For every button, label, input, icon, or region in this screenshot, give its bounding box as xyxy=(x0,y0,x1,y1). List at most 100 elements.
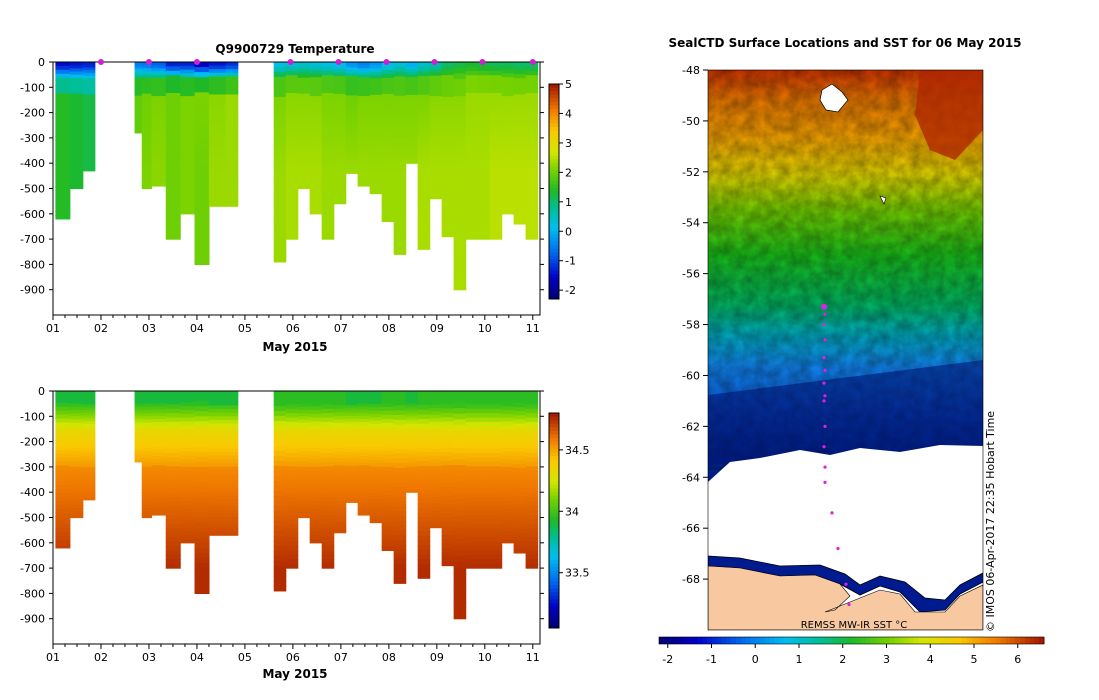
data-cell xyxy=(297,115,311,120)
surface-marker xyxy=(431,59,438,65)
data-cell xyxy=(55,187,71,193)
data-cell xyxy=(69,508,84,512)
data-cell xyxy=(309,137,323,143)
data-cell xyxy=(69,122,84,126)
data-cell xyxy=(55,183,71,189)
data-cell xyxy=(69,501,84,506)
data-cell xyxy=(369,496,383,501)
data-cell xyxy=(525,234,539,240)
colorbar-segment xyxy=(549,602,559,607)
data-cell xyxy=(55,473,71,478)
data-cell xyxy=(273,505,287,512)
data-cell xyxy=(134,442,143,445)
x-tick-label: 02 xyxy=(94,322,108,335)
data-cell xyxy=(151,161,167,165)
data-cell xyxy=(501,126,515,131)
data-cell xyxy=(151,167,167,172)
data-cell xyxy=(134,431,143,435)
data-cell xyxy=(465,395,479,401)
data-cell xyxy=(285,88,299,94)
data-cell xyxy=(489,150,503,156)
colorbar-segment xyxy=(1010,637,1016,644)
data-cell xyxy=(525,168,539,174)
data-cell xyxy=(82,418,96,422)
data-cell xyxy=(82,483,96,487)
data-cell xyxy=(208,466,227,471)
data-cell xyxy=(165,106,181,112)
data-cell xyxy=(489,97,503,103)
data-cell xyxy=(180,455,196,460)
colorbar-segment xyxy=(549,180,559,185)
colorbar-segment xyxy=(1015,637,1021,644)
data-cell xyxy=(225,419,239,425)
data-cell xyxy=(321,154,335,161)
data-cell xyxy=(273,515,287,522)
data-cell xyxy=(82,488,96,493)
data-cell xyxy=(477,439,491,445)
data-cell xyxy=(453,436,467,443)
data-cell xyxy=(489,216,503,222)
data-cell xyxy=(453,124,467,131)
data-cell xyxy=(381,145,395,151)
data-cell xyxy=(501,440,515,445)
data-cell xyxy=(141,160,152,164)
colorbar-tick-label: 1 xyxy=(565,196,572,209)
data-cell xyxy=(321,66,335,72)
data-cell xyxy=(285,470,299,476)
data-cell xyxy=(180,425,196,430)
data-cell xyxy=(405,142,419,147)
data-cell xyxy=(405,130,419,134)
data-cell xyxy=(417,230,431,236)
data-cell xyxy=(225,80,239,85)
data-cell xyxy=(285,537,299,543)
data-cell xyxy=(69,84,84,88)
data-cell xyxy=(69,425,84,430)
data-cell xyxy=(180,485,196,491)
lat-tick-label: -64 xyxy=(682,471,700,484)
data-cell xyxy=(513,110,527,116)
colorbar-segment xyxy=(549,506,559,511)
colorbar-segment xyxy=(856,637,862,644)
data-cell xyxy=(208,502,227,507)
data-cell xyxy=(525,110,539,116)
data-cell xyxy=(333,90,347,95)
data-cell xyxy=(465,70,479,76)
data-cell xyxy=(151,434,167,439)
data-cell xyxy=(501,92,515,97)
data-cell xyxy=(441,144,455,150)
data-cell xyxy=(225,188,239,193)
data-cell xyxy=(489,488,503,494)
map-frame xyxy=(707,69,984,631)
data-cell xyxy=(333,437,347,442)
data-cell xyxy=(417,536,431,542)
data-cell xyxy=(141,128,152,133)
data-cell xyxy=(194,396,210,402)
data-cell xyxy=(393,410,407,416)
data-cell xyxy=(194,102,210,109)
data-cell xyxy=(381,173,395,179)
data-cell xyxy=(321,92,335,99)
colorbar-segment xyxy=(549,470,559,475)
data-cell xyxy=(273,146,287,153)
data-cell xyxy=(165,545,181,551)
colorbar-segment xyxy=(914,637,920,644)
data-cell xyxy=(151,418,167,423)
colorbar-segment xyxy=(549,223,559,228)
data-cell xyxy=(381,129,395,135)
data-cell xyxy=(525,435,539,441)
data-cell xyxy=(180,160,196,166)
colorbar-segment xyxy=(549,205,559,210)
lat-tick-label: -62 xyxy=(682,420,700,433)
data-cell xyxy=(309,459,323,464)
data-cell xyxy=(345,156,359,160)
data-cell xyxy=(393,220,407,227)
data-cell xyxy=(165,541,181,547)
data-cell xyxy=(429,445,443,450)
data-cell xyxy=(55,410,71,416)
data-cell xyxy=(297,84,311,88)
data-cell xyxy=(441,521,455,527)
data-cell xyxy=(151,68,167,72)
data-cell xyxy=(55,199,71,204)
data-cell xyxy=(165,510,181,516)
data-cell xyxy=(393,225,407,231)
